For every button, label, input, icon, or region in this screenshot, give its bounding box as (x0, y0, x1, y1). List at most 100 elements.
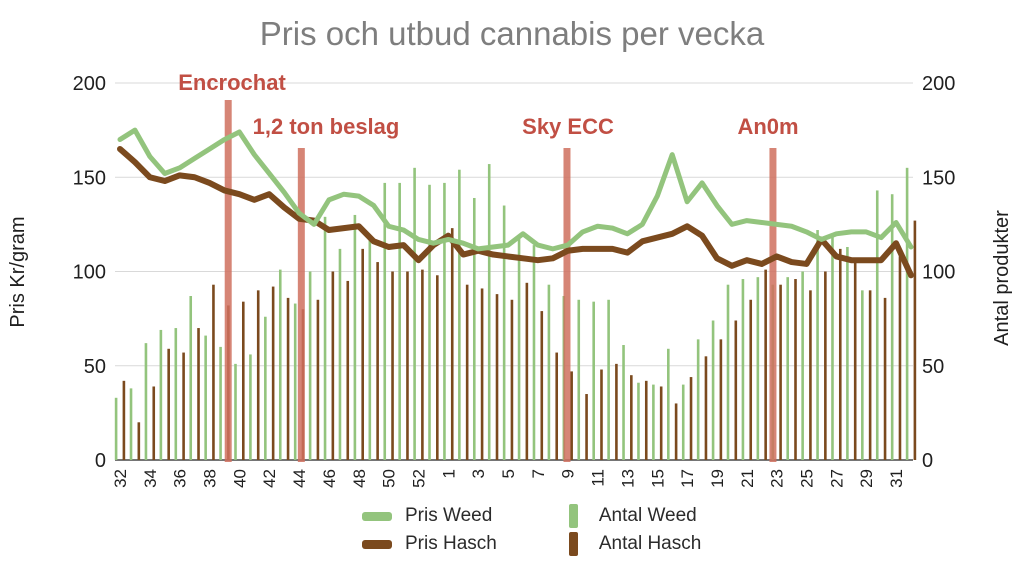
antal-hasch-bar (585, 394, 588, 460)
x-axis-tick: 1 (439, 469, 458, 478)
antal-hasch-bar (346, 280, 350, 460)
antal-weed-bar (144, 343, 148, 460)
antal-weed-bar (487, 164, 491, 460)
right-axis-tick: 0 (922, 450, 933, 472)
antal-weed-bar (264, 316, 267, 460)
antal-weed-bar (577, 299, 581, 460)
x-axis-tick: 48 (350, 469, 369, 488)
event-label-sky-ecc: Sky ECC (522, 114, 614, 139)
antal-weed-bar (607, 299, 610, 460)
antal-hasch-bar (809, 290, 812, 460)
x-axis-tick: 17 (678, 469, 697, 488)
legend-item-antal-hasch: Antal Hasch (559, 532, 701, 556)
antal-weed-bar (861, 290, 864, 460)
antal-weed-bar (517, 237, 521, 460)
antal-hasch-bar (212, 284, 215, 460)
antal-weed-bar (890, 194, 894, 460)
antal-hasch-bar (525, 282, 529, 460)
x-axis-tick: 13 (618, 469, 637, 488)
antal-weed-bar (308, 271, 312, 460)
antal-hasch-bar (197, 328, 200, 460)
left-axis-tick: 100 (73, 262, 106, 284)
antal-hasch-bar (719, 339, 723, 460)
event-label-encrochat: Encrochat (178, 70, 286, 95)
x-axis-tick: 19 (708, 469, 727, 488)
x-axis-tick: 38 (201, 469, 220, 488)
legend-item-pris-hasch: Pris Hasch (362, 533, 497, 555)
x-axis-tick: 5 (499, 469, 518, 478)
event-labels: Encrochat 1,2 ton beslag Sky ECC An0m (178, 70, 798, 139)
antal-weed-bar (801, 271, 804, 460)
antal-weed-bar (711, 320, 715, 460)
x-axis-tick: 11 (589, 469, 608, 487)
antal-weed-bar (667, 348, 670, 460)
antal-weed-bar (323, 216, 327, 460)
x-axis-tick: 27 (827, 469, 846, 488)
antal-weed-bar (398, 182, 401, 460)
antal-weed-bar (547, 284, 551, 460)
legend-item-pris-weed: Pris Weed (362, 505, 497, 527)
antal-weed-bar (368, 239, 372, 460)
chart-title: Pris och utbud cannabis per vecka (260, 15, 765, 52)
antal-hasch-bar (376, 262, 379, 460)
antal-hasch-bar (406, 271, 409, 460)
antal-weed-bar (816, 230, 819, 460)
antal-weed-bar (458, 169, 461, 460)
antal-hasch-bar (495, 294, 499, 460)
antal-hasch-bar (659, 386, 663, 460)
antal-weed-bar (592, 301, 595, 460)
antal-weed-bar (353, 214, 357, 460)
x-axis-tick: 50 (380, 469, 399, 488)
x-axis-tick: 7 (529, 469, 548, 478)
antal-weed-bar (413, 167, 416, 460)
antal-weed-bar (637, 382, 640, 460)
antal-weed-bar (726, 284, 730, 460)
antal-hasch-bar (421, 269, 424, 460)
antal-hasch-bar (824, 271, 827, 460)
antal-hasch-bar (764, 269, 767, 460)
antal-weed-bar (129, 388, 133, 460)
legend-label: Pris Hasch (405, 533, 497, 554)
right-axis-title: Antal produkter (991, 210, 1013, 346)
supply-bars (114, 164, 917, 461)
x-axis-tick: 34 (141, 469, 160, 488)
antal-hasch-bar (152, 386, 156, 460)
antal-weed-bar (338, 248, 342, 460)
antal-hasch-bar (391, 271, 394, 460)
pris-hasch-swatch (362, 539, 392, 549)
right-axis-tick: 150 (922, 167, 955, 189)
antal-hasch-bar (600, 369, 603, 460)
price-lines (117, 127, 914, 279)
antal-hasch-bar (853, 258, 857, 460)
antal-hasch-bar (674, 403, 678, 460)
antal-weed-bar (443, 182, 446, 460)
x-axis-tick: 44 (290, 469, 309, 488)
antal-hasch-bar (167, 348, 170, 460)
antal-weed-bar (846, 246, 849, 460)
x-axis-tick: 25 (798, 469, 817, 488)
antal-hasch-bar (615, 363, 618, 460)
antal-hasch-bar (122, 380, 126, 460)
pris-hasch-line (117, 145, 914, 279)
antal-hasch-bar (510, 299, 514, 460)
antal-hasch-bar (361, 248, 364, 460)
antal-weed-bar (249, 354, 252, 460)
antal-weed-bar (502, 205, 506, 460)
x-axis-tick: 40 (230, 469, 249, 488)
right-axis-tick: 200 (922, 73, 955, 95)
antal-hasch-bar (137, 422, 141, 460)
antal-weed-bar (159, 329, 163, 460)
antal-weed-bar (741, 279, 745, 460)
antal-hasch-bar (256, 290, 260, 460)
antal-weed-bar (681, 384, 685, 460)
antal-weed-bar (652, 384, 655, 460)
antal-hasch-bar (749, 299, 753, 460)
antal-weed-bar (204, 335, 207, 460)
antal-hasch-bar (331, 271, 335, 460)
antal-weed-bar (472, 197, 476, 461)
legend-label: Antal Weed (598, 505, 697, 526)
antal-weed-bar (786, 277, 790, 460)
x-axis-tick: 21 (738, 469, 757, 488)
